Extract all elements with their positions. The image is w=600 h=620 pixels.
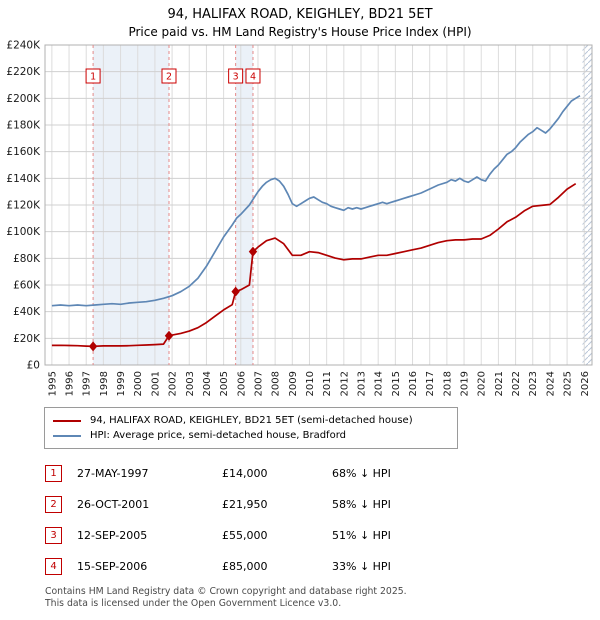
y-tick-label: £160K — [6, 146, 41, 158]
transaction-hpi-delta: 58% ↓ HPI — [332, 498, 391, 511]
x-tick-label: 2002 — [168, 371, 179, 396]
transaction-row: 2 26-OCT-2001 £21,950 58% ↓ HPI — [45, 493, 600, 516]
transaction-number: 1 — [45, 465, 62, 482]
sale-number: 2 — [166, 72, 172, 83]
sale-number-box — [228, 68, 244, 84]
legend-line-sample — [53, 434, 81, 437]
x-tick-label: 2017 — [425, 371, 436, 396]
legend-label: 94, HALIFAX ROAD, KEIGHLEY, BD21 5ET (se… — [90, 415, 413, 426]
chart-title: 94, HALIFAX ROAD, KEIGHLEY, BD21 5ET — [167, 7, 433, 22]
x-tick-label: 2024 — [545, 371, 556, 396]
y-tick-label: £80K — [13, 253, 41, 265]
x-tick-label: 2008 — [271, 371, 282, 396]
y-tick-label: £120K — [6, 200, 41, 212]
x-tick-label: 2012 — [339, 371, 350, 396]
transaction-hpi-delta: 51% ↓ HPI — [332, 529, 391, 542]
y-tick-label: £20K — [13, 333, 41, 345]
y-tick-label: £100K — [6, 226, 41, 238]
x-tick-label: 2009 — [288, 371, 299, 396]
chart-subtitle: Price paid vs. HM Land Registry's House … — [128, 25, 472, 39]
sale-number-box — [245, 68, 261, 84]
x-tick-label: 2025 — [563, 371, 574, 396]
transaction-price: £14,000 — [222, 467, 268, 480]
transaction-date: 27-MAY-1997 — [77, 467, 149, 480]
transaction-row: 4 15-SEP-2006 £85,000 33% ↓ HPI — [45, 555, 600, 578]
sale-marker — [164, 330, 174, 341]
sale-marker — [231, 286, 240, 297]
transaction-date: 12-SEP-2005 — [77, 529, 148, 542]
y-tick-label: £60K — [13, 280, 41, 292]
legend-item: HPI: Average price, semi-detached house,… — [53, 428, 449, 443]
y-tick-label: £0 — [27, 360, 40, 372]
x-tick-label: 1996 — [65, 371, 76, 396]
transaction-number: 3 — [45, 527, 62, 544]
x-tick-label: 2014 — [374, 371, 385, 396]
x-tick-label: 2000 — [133, 371, 144, 396]
transaction-price: £55,000 — [222, 529, 268, 542]
footer: Contains HM Land Registry data © Crown c… — [45, 586, 600, 610]
y-tick-label: £180K — [6, 120, 41, 132]
x-tick-label: 2018 — [442, 371, 453, 396]
x-tick-label: 2023 — [528, 371, 539, 396]
transaction-row: 1 27-MAY-1997 £14,000 68% ↓ HPI — [45, 462, 600, 485]
transaction-number: 2 — [45, 496, 62, 513]
sale-number: 4 — [250, 72, 256, 83]
transaction-date: 15-SEP-2006 — [77, 560, 148, 573]
transaction-date: 26-OCT-2001 — [77, 498, 150, 511]
footer-line-2: This data is licensed under the Open Gov… — [45, 597, 342, 609]
x-tick-label: 2004 — [202, 371, 213, 396]
x-tick-label: 2005 — [219, 371, 230, 396]
x-tick-label: 2020 — [477, 371, 488, 396]
footer-line-1: Contains HM Land Registry data © Crown c… — [45, 586, 407, 597]
x-tick-label: 1997 — [82, 371, 93, 396]
sale-number: 3 — [233, 72, 239, 83]
legend-label: HPI: Average price, semi-detached house,… — [90, 430, 346, 441]
y-tick-label: £240K — [6, 40, 41, 52]
transaction-hpi-delta: 68% ↓ HPI — [332, 467, 391, 480]
x-tick-label: 2019 — [460, 371, 471, 396]
legend-line-sample — [53, 419, 81, 422]
x-tick-label: 2022 — [511, 371, 522, 396]
transaction-number: 4 — [45, 558, 62, 575]
chart-legend: 94, HALIFAX ROAD, KEIGHLEY, BD21 5ET (se… — [44, 407, 458, 449]
x-tick-label: 1999 — [116, 371, 127, 396]
legend-item: 94, HALIFAX ROAD, KEIGHLEY, BD21 5ET (se… — [53, 413, 449, 428]
y-tick-label: £200K — [6, 93, 41, 105]
x-tick-label: 2003 — [185, 371, 196, 396]
x-tick-label: 2013 — [357, 371, 368, 396]
plot-border — [44, 44, 593, 366]
sale-number-box — [85, 68, 101, 84]
x-tick-label: 2007 — [253, 371, 264, 396]
transaction-price: £85,000 — [222, 560, 268, 573]
price-history-chart: 1995 1996 1997 1998 1999 2000 2001 2002 2003 2004… — [6, 40, 593, 396]
series-line-property — [51, 182, 577, 348]
x-tick-label: 2016 — [408, 371, 419, 396]
x-tick-label: 2006 — [236, 371, 247, 396]
x-tick-label: 1995 — [47, 371, 58, 396]
sale-number: 1 — [90, 72, 96, 83]
x-tick-label: 2011 — [322, 371, 333, 396]
series-line-hpi — [51, 94, 581, 307]
x-tick-label: 1998 — [99, 371, 110, 396]
transaction-price: £21,950 — [222, 498, 268, 511]
sale-marker — [88, 341, 98, 352]
x-tick-label: 2001 — [150, 371, 161, 396]
x-tick-label: 2015 — [391, 371, 402, 396]
y-tick-label: £140K — [6, 173, 41, 185]
x-tick-label: 2010 — [305, 371, 316, 396]
transaction-row: 3 12-SEP-2005 £55,000 51% ↓ HPI — [45, 524, 600, 547]
x-tick-label: 2021 — [494, 371, 505, 396]
y-tick-label: £220K — [6, 66, 41, 78]
sale-number-box — [161, 68, 177, 84]
sale-marker — [248, 246, 258, 257]
transactions-table: 1 27-MAY-1997 £14,000 68% ↓ HPI 2 26-OCT-2001… — [45, 462, 600, 578]
transaction-hpi-delta: 33% ↓ HPI — [332, 560, 391, 573]
x-tick-label: 2026 — [580, 371, 591, 396]
y-tick-label: £40K — [13, 306, 41, 318]
